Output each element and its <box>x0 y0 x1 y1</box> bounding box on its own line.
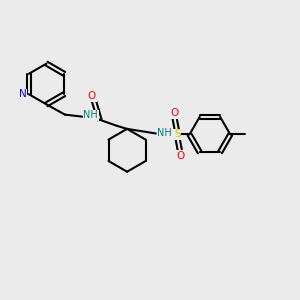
Text: NH: NH <box>157 128 172 138</box>
Text: O: O <box>170 108 178 118</box>
Text: O: O <box>176 151 184 161</box>
Text: O: O <box>88 91 96 101</box>
Text: S: S <box>174 130 181 140</box>
Text: N: N <box>19 89 26 99</box>
Text: NH: NH <box>83 110 98 120</box>
